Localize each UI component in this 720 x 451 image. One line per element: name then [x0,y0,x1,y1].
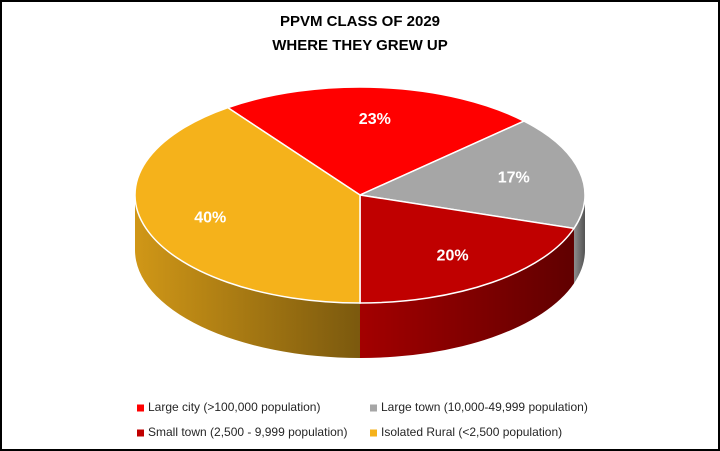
slice [134,106,361,304]
legend-label: Large town (10,000-49,999 population) [381,400,588,414]
legend-label: Isolated Rural (<2,500 population) [381,425,562,439]
data-label: 40% [194,210,226,227]
legend-label: Large city (>100,000 population) [148,400,320,414]
chart-subtitle: WHERE THEY GREW UP [272,37,448,54]
chart-title: PPVM CLASS OF 2029 [280,13,440,30]
slice [357,120,586,230]
legend-marker [370,404,377,412]
legend-marker [137,404,144,412]
slice-side [135,195,360,358]
slice-side [360,228,574,358]
legend-marker [137,429,144,437]
data-label: 23% [359,111,391,128]
slice-side [573,195,585,284]
data-label: 20% [437,247,469,264]
legend-label: Small town (2,500 - 9,999 population) [148,425,347,439]
slice [226,86,526,196]
slice [359,194,576,304]
legend-marker [370,429,377,437]
data-label: 17% [498,170,530,187]
